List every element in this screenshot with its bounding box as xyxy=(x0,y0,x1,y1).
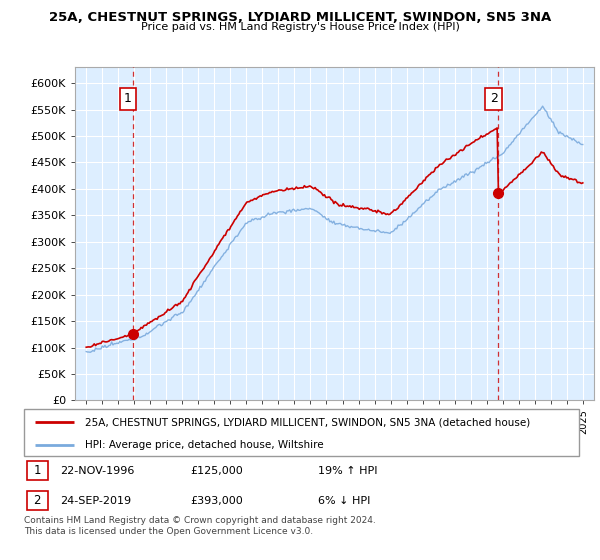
Text: 2: 2 xyxy=(34,494,41,507)
Text: 25A, CHESTNUT SPRINGS, LYDIARD MILLICENT, SWINDON, SN5 3NA (detached house): 25A, CHESTNUT SPRINGS, LYDIARD MILLICENT… xyxy=(85,417,530,427)
Text: 22-NOV-1996: 22-NOV-1996 xyxy=(60,466,134,476)
Text: 1: 1 xyxy=(34,464,41,478)
Text: 6% ↓ HPI: 6% ↓ HPI xyxy=(318,496,371,506)
Text: 1: 1 xyxy=(124,92,132,105)
Text: 2: 2 xyxy=(490,92,497,105)
Text: Price paid vs. HM Land Registry's House Price Index (HPI): Price paid vs. HM Land Registry's House … xyxy=(140,22,460,32)
Text: Contains HM Land Registry data © Crown copyright and database right 2024.
This d: Contains HM Land Registry data © Crown c… xyxy=(24,516,376,536)
Text: £125,000: £125,000 xyxy=(191,466,243,476)
Bar xyxy=(27,461,48,480)
Text: 25A, CHESTNUT SPRINGS, LYDIARD MILLICENT, SWINDON, SN5 3NA: 25A, CHESTNUT SPRINGS, LYDIARD MILLICENT… xyxy=(49,11,551,24)
Bar xyxy=(27,491,48,510)
Text: HPI: Average price, detached house, Wiltshire: HPI: Average price, detached house, Wilt… xyxy=(85,440,323,450)
Text: 24-SEP-2019: 24-SEP-2019 xyxy=(60,496,131,506)
Text: £393,000: £393,000 xyxy=(191,496,243,506)
Text: 19% ↑ HPI: 19% ↑ HPI xyxy=(318,466,377,476)
